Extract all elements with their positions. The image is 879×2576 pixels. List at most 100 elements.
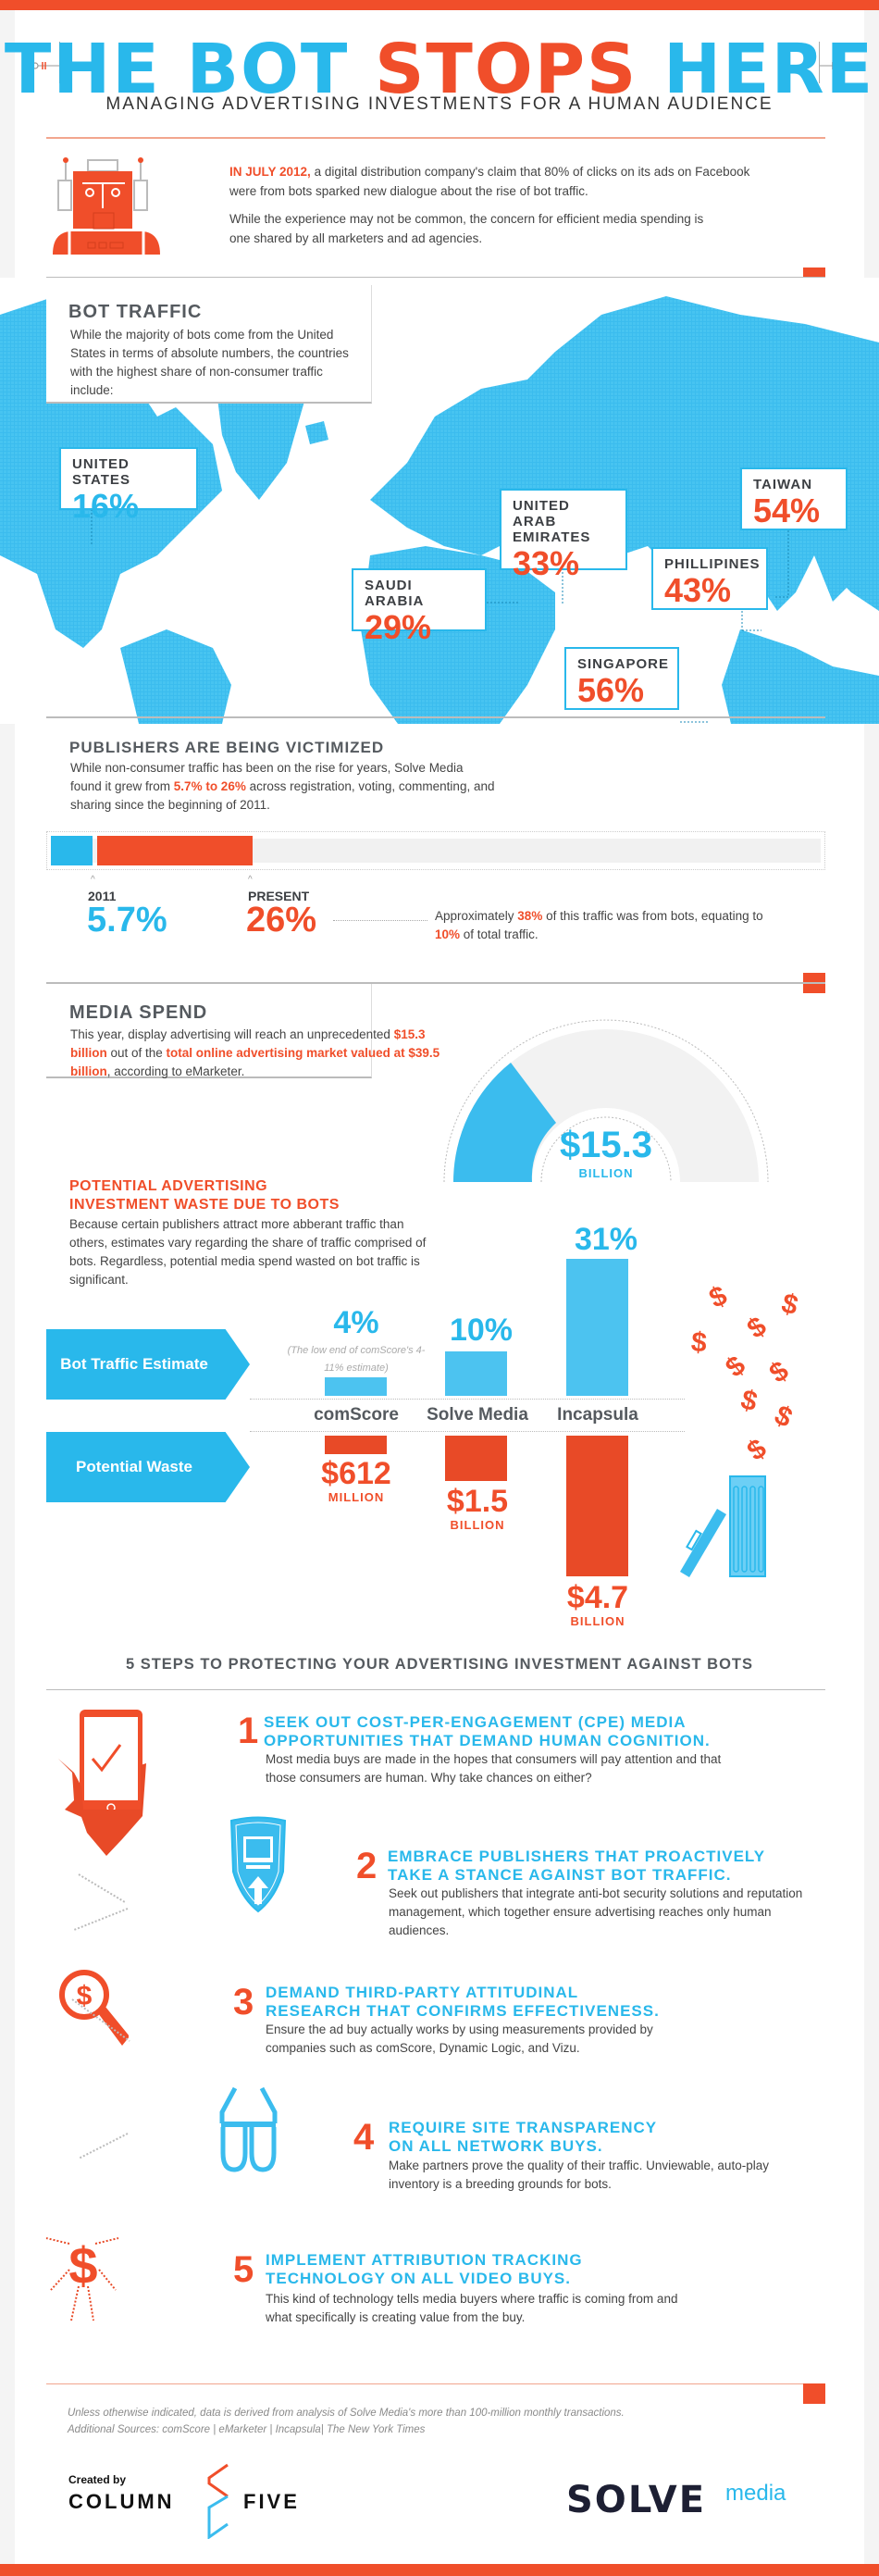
media-spend-heading: MEDIA SPEND [69, 1002, 208, 1023]
footer-note-2: Additional Sources: comScore | eMarketer… [68, 2424, 426, 2435]
bot-traffic-heading: BOT TRAFFIC [68, 302, 203, 322]
title-ornament-right-bar [819, 42, 820, 83]
country-card-taiwan: TAIWAN 54% [740, 467, 848, 530]
source-comscore: comScore [314, 1405, 399, 1425]
text: of total traffic. [460, 927, 539, 941]
section-tab [803, 2383, 825, 2404]
waste-heading-line2: INVESTMENT WASTE DUE TO BOTS [69, 1197, 340, 1213]
world-map: BOT TRAFFIC While the majority of bots c… [0, 278, 879, 724]
source-solve-media: Solve Media [427, 1405, 528, 1425]
bar-waste-solve-media [445, 1436, 507, 1481]
step-connector-arrows [71, 1873, 130, 2159]
caret-up-icon: ^ [248, 875, 253, 885]
country-card-saudi-arabia: SAUDI ARABIA 29% [352, 568, 487, 646]
country-name: UNITED ARAB EMIRATES [513, 498, 591, 545]
footer-note-1: Unless otherwise indicated, data is deri… [68, 2408, 625, 2419]
title-ornament-left-bar [59, 42, 60, 83]
step-number-1: 1 [238, 1711, 259, 1751]
waste-unit: BILLION [450, 1518, 505, 1532]
text: While non-consumer traffic has been on t… [70, 761, 464, 793]
row-label-bot-traffic: Bot Traffic Estimate [46, 1329, 250, 1400]
media-spend-body: This year, display advertising will reac… [70, 1026, 440, 1081]
divider [46, 1689, 825, 1690]
intro-highlight: IN JULY 2012, [229, 165, 311, 179]
intro-paragraph-2: While the experience may not be common, … [229, 212, 704, 245]
country-pct: 54% [753, 492, 821, 529]
bar-bot-solve-media [445, 1351, 507, 1396]
column-five-right: FIVE [243, 2490, 300, 2513]
waste-value: $612 [321, 1456, 391, 1491]
page-subtitle: MANAGING ADVERTISING INVESTMENTS FOR A H… [105, 94, 774, 114]
step-title-4: REQUIRE SITE TRANSPARENCY ON ALL NETWORK … [389, 2119, 657, 2156]
bot-pct-solve-media: 10% [449, 1313, 514, 1348]
text: out of the [106, 1046, 167, 1060]
pointer-line [333, 920, 427, 921]
waste-incapsula: $4.7 BILLION [533, 1581, 662, 1628]
waste-value: $1.5 [446, 1484, 509, 1519]
title-line: RESEARCH THAT CONFIRMS EFFECTIVENESS. [266, 2002, 660, 2020]
top-accent-bar [0, 0, 879, 10]
title-ornament-left [31, 59, 59, 70]
intro-text: a digital distribution company's claim t… [229, 165, 750, 198]
highlight: 5.7% to 26% [173, 779, 246, 793]
country-name: SAUDI ARABIA [365, 578, 425, 609]
title-line: OPPORTUNITIES THAT DEMAND HUMAN COGNITIO… [264, 1732, 711, 1749]
divider-dotted [250, 1431, 685, 1432]
caret-up-icon: ^ [91, 875, 95, 885]
country-pct: 29% [365, 608, 432, 646]
step-number-3: 3 [233, 1982, 254, 2022]
highlight: 38% [517, 909, 543, 923]
glasses-icon [218, 2086, 279, 2174]
divider [46, 2383, 825, 2384]
title-line: TECHNOLOGY ON ALL VIDEO BUYS. [266, 2270, 571, 2287]
bar-bot-incapsula [566, 1259, 628, 1396]
media-spend-card [46, 984, 372, 1078]
solve-media-logo: SOLVE [566, 2479, 707, 2521]
bot-traffic-body: While the majority of bots come from the… [70, 328, 349, 397]
waste-unit: BILLION [570, 1614, 625, 1628]
waste-value: $4.7 [566, 1580, 629, 1615]
column-five-logo-icon [205, 2463, 231, 2540]
waste-heading-line1: POTENTIAL ADVERTISING [69, 1178, 268, 1194]
dollar-icon: $ [689, 1326, 709, 1359]
title-part-2: STOPS [375, 30, 638, 109]
title-part-3: HERE [638, 30, 875, 109]
country-pct: 33% [513, 544, 580, 582]
year1-label: 2011 [88, 889, 117, 903]
step-body-1: Most media buys are made in the hopes th… [266, 1752, 722, 1785]
waste-solve-media: $1.5 BILLION [413, 1485, 542, 1532]
title-line: REQUIRE SITE TRANSPARENCY [389, 2119, 658, 2136]
svg-text:$: $ [68, 2236, 97, 2295]
divider [46, 982, 825, 984]
growth-bar-frame [46, 831, 825, 870]
step-body-2: Seek out publishers that integrate anti-… [389, 1886, 803, 1937]
column-five-left: COLUMN [68, 2490, 175, 2513]
text: This year, display advertising will reac… [70, 1027, 394, 1041]
magnifier-dollar-icon: $ [59, 1962, 130, 2064]
country-card-united-states: UNITED STATES 16% [59, 447, 198, 525]
text: of this traffic was from bots, equating … [542, 909, 763, 923]
spend-gauge: $15.3 BILLION [435, 1014, 777, 1189]
step-title-5: IMPLEMENT ATTRIBUTION TRACKING TECHNOLOGY… [266, 2251, 583, 2288]
step-number-4: 4 [353, 2117, 375, 2158]
text: across registration, voting, commenting,… [70, 779, 495, 812]
bottom-accent-bar [0, 2564, 879, 2576]
title-line: TAKE A STANCE AGAINST BOT TRAFFIC. [388, 1866, 732, 1884]
country-card-uae: UNITED ARAB EMIRATES 33% [500, 489, 627, 582]
step-title-1: SEEK OUT COST-PER-ENGAGEMENT (CPE) MEDIA… [264, 1713, 711, 1750]
highlight: $15.3 billion [70, 1027, 426, 1060]
title-ornament-right [820, 59, 848, 70]
title-line: IMPLEMENT ATTRIBUTION TRACKING [266, 2251, 583, 2269]
country-card-singapore: SINGAPORE 56% [564, 647, 679, 710]
title-line: DEMAND THIRD-PARTY ATTITUDINAL [266, 1984, 579, 2001]
source-incapsula: Incapsula [557, 1405, 638, 1425]
step-title-3: DEMAND THIRD-PARTY ATTITUDINAL RESEARCH T… [266, 1984, 660, 2021]
step-body-5: This kind of technology tells media buye… [266, 2292, 678, 2324]
created-by-label: Created by [68, 2473, 127, 2486]
bot-traffic-card: BOT TRAFFIC While the majority of bots c… [46, 285, 372, 404]
country-name: UNITED STATES [72, 456, 130, 488]
country-card-phillipines: PHILLIPINES 43% [651, 547, 768, 610]
step-number-5: 5 [233, 2249, 254, 2290]
trash-can-icon [680, 1475, 782, 1579]
country-pct: 16% [72, 487, 140, 525]
